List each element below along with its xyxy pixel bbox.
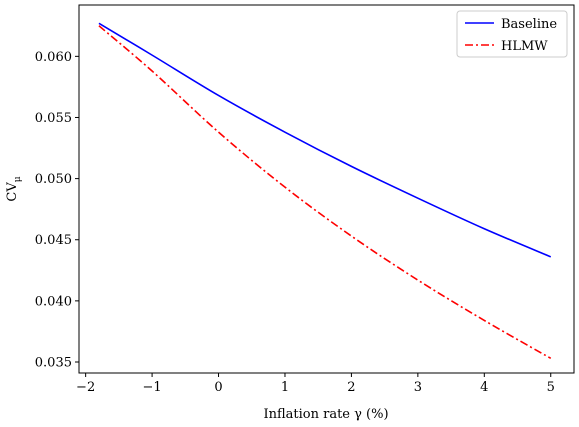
y-tick-label: 0.040 <box>35 294 72 309</box>
x-tick-label: 5 <box>547 380 555 395</box>
plot-area <box>78 4 575 374</box>
x-tick-label: 0 <box>214 380 222 395</box>
y-tick-label: 0.050 <box>35 172 72 187</box>
x-tick-label: 3 <box>414 380 422 395</box>
x-tick-label: 2 <box>347 380 355 395</box>
series-line-hlmw <box>98 25 552 360</box>
y-tick-label: 0.035 <box>35 355 72 370</box>
series-line-baseline <box>98 22 552 258</box>
legend: Baseline HLMW <box>456 10 568 58</box>
legend-label-hlmw: HLMW <box>501 39 548 54</box>
y-axis: 0.035 0.040 0.045 0.050 0.055 0.060 <box>35 50 79 370</box>
y-tick-label: 0.045 <box>35 233 72 248</box>
x-tick-label: 1 <box>281 380 289 395</box>
y-axis-label: CVμ <box>5 176 23 201</box>
y-tick-label: 0.055 <box>35 111 72 126</box>
x-axis: −2 −1 0 1 2 3 4 5 <box>76 373 555 395</box>
x-axis-label: Inflation rate γ (%) <box>263 407 388 422</box>
y-tick-label: 0.060 <box>35 50 72 65</box>
x-tick-label: 4 <box>480 380 488 395</box>
legend-label-baseline: Baseline <box>501 17 557 32</box>
series-lines <box>98 22 552 360</box>
x-tick-label: −2 <box>76 380 95 395</box>
x-tick-label: −1 <box>143 380 162 395</box>
